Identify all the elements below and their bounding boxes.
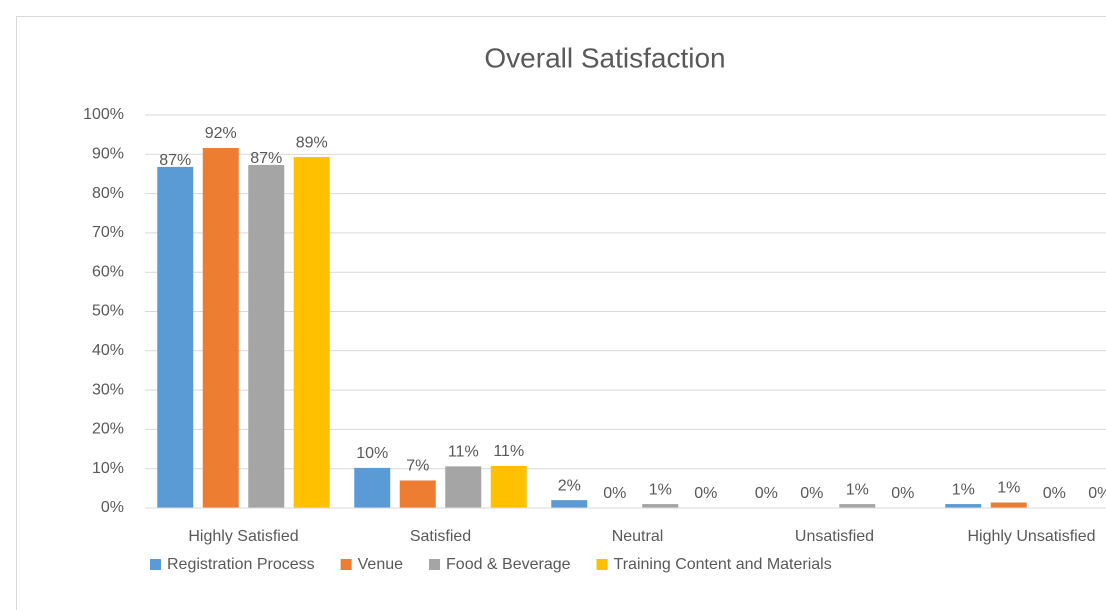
bar <box>945 504 982 508</box>
data-label: 11% <box>448 444 479 461</box>
data-label: 87% <box>250 150 282 167</box>
bar <box>490 465 527 508</box>
bar <box>990 502 1027 508</box>
bar <box>293 157 330 508</box>
bar <box>354 467 391 508</box>
bar <box>399 480 436 508</box>
data-label: 7% <box>406 458 429 475</box>
bar <box>642 504 679 508</box>
data-label: 0% <box>755 485 778 502</box>
y-tick-label: 70% <box>92 224 124 241</box>
y-tick-label: 10% <box>92 460 124 477</box>
data-label: 10% <box>356 445 388 462</box>
legend-swatch <box>340 559 352 570</box>
data-label: 11% <box>493 443 524 460</box>
bar <box>839 504 876 508</box>
data-label: 89% <box>296 134 328 151</box>
data-label: 92% <box>205 125 237 142</box>
data-label: 0% <box>694 485 717 502</box>
data-label: 1% <box>997 480 1020 497</box>
y-tick-label: 20% <box>92 421 124 438</box>
x-tick-label: Unsatisfied <box>795 528 874 545</box>
data-label: 0% <box>603 485 626 502</box>
data-label: 0% <box>1043 485 1066 502</box>
data-label: 0% <box>800 485 823 502</box>
y-tick-label: 30% <box>92 381 124 398</box>
x-tick-label: Satisfied <box>410 528 471 545</box>
legend-label: Training Content and Materials <box>614 556 832 573</box>
y-tick-label: 0% <box>101 499 124 516</box>
chart-title: Overall Satisfaction <box>484 42 725 73</box>
data-label: 87% <box>159 152 191 169</box>
x-tick-label: Highly Satisfied <box>188 528 298 545</box>
data-label: 1% <box>846 481 869 498</box>
legend-label: Venue <box>358 556 403 573</box>
y-tick-label: 100% <box>83 106 124 123</box>
x-tick-label: Neutral <box>612 528 664 545</box>
legend-swatch <box>429 559 441 570</box>
y-tick-label: 90% <box>92 146 124 163</box>
legend-swatch <box>596 559 608 570</box>
y-tick-label: 80% <box>92 185 124 202</box>
bar <box>202 148 239 508</box>
bar <box>157 166 194 508</box>
bar <box>248 164 285 508</box>
data-label: 1% <box>649 481 672 498</box>
bar <box>551 500 588 508</box>
legend-label: Food & Beverage <box>446 556 571 573</box>
bar <box>445 466 482 508</box>
y-tick-label: 60% <box>92 263 124 280</box>
y-tick-label: 40% <box>92 342 124 359</box>
x-tick-label: Highly Unsatisfied <box>967 528 1095 545</box>
legend-swatch <box>150 559 161 570</box>
data-label: 1% <box>952 481 975 498</box>
data-label: 0% <box>1088 485 1106 502</box>
y-tick-label: 50% <box>92 303 124 320</box>
legend-label: Registration Process <box>167 556 315 573</box>
data-label: 2% <box>558 477 581 494</box>
data-label: 0% <box>891 485 914 502</box>
